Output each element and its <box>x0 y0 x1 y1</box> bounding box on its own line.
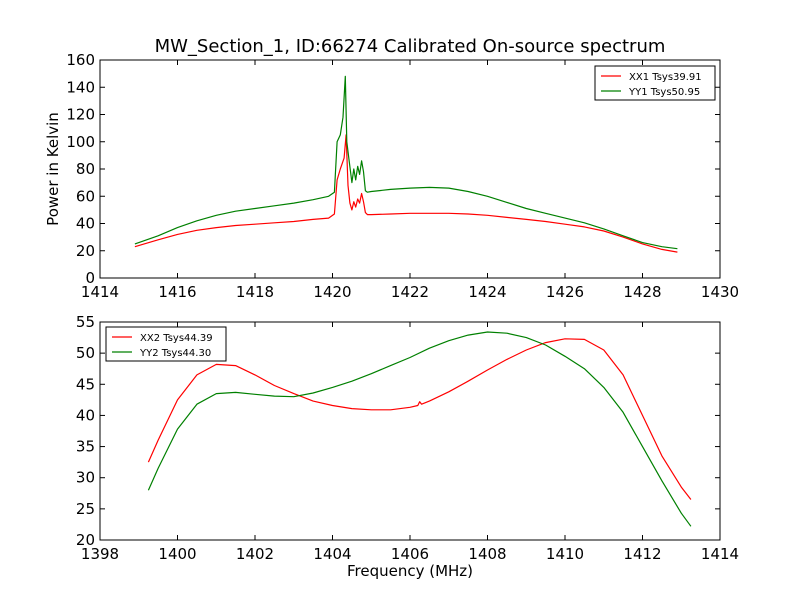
y-tick-label: 30 <box>76 469 95 487</box>
legend: XX1 Tsys39.91 YY1 Tsys50.95 <box>594 65 716 101</box>
x-tick-label: 1428 <box>623 283 661 301</box>
y-tick-label: 35 <box>76 438 95 456</box>
x-tick-label: 1420 <box>313 283 351 301</box>
series-line-yy1 <box>134 75 678 250</box>
x-tick-label: 1418 <box>236 283 274 301</box>
y-tick-label: 45 <box>76 375 95 393</box>
x-tick-label: 1406 <box>391 545 429 563</box>
x-tick-label: 1416 <box>158 283 196 301</box>
figure-title: MW_Section_1, ID:66274 Calibrated On-sou… <box>155 36 666 57</box>
y-tick-label: 100 <box>66 133 95 151</box>
x-tick-label: 1422 <box>391 283 429 301</box>
x-tick-label: 1402 <box>236 545 274 563</box>
x-tick-label: 1414 <box>701 545 739 563</box>
y-tick-label: 20 <box>76 242 95 260</box>
x-tick-label: 1426 <box>546 283 584 301</box>
y-tick-label: 160 <box>66 51 95 69</box>
y-tick-label: 0 <box>85 269 95 287</box>
legend-label: XX2 Tsys44.39 <box>140 333 213 344</box>
y-tick-label: 25 <box>76 500 95 518</box>
legend-box <box>105 326 227 362</box>
series-line-yy2 <box>147 331 692 527</box>
y-tick-label: 80 <box>76 160 95 178</box>
y-tick-label: 120 <box>66 106 95 124</box>
legend-label: YY2 Tsys44.30 <box>139 348 211 359</box>
top-spectrum-panel: 1414 1416 1418 1420 1422 1424 1426 1428 1430 0 20 4… <box>44 51 739 301</box>
bottom-spectrum-panel: 1398 1400 1402 1404 1406 1408 1410 1412 1414 20 25… <box>76 313 739 580</box>
y-tick-label: 60 <box>76 187 95 205</box>
y-tick-label: 140 <box>66 78 95 96</box>
legend-label: XX1 Tsys39.91 <box>629 72 702 83</box>
y-tick-label: 20 <box>76 531 95 549</box>
legend: XX2 Tsys44.39 YY2 Tsys44.30 <box>105 326 227 362</box>
x-tick-label: 1410 <box>546 545 584 563</box>
y-tick-label: 40 <box>76 406 95 424</box>
y-tick-label: 50 <box>76 344 95 362</box>
y-tick-label: 40 <box>76 215 95 233</box>
x-tick-label: 1404 <box>313 545 351 563</box>
y-tick-label: 55 <box>76 313 95 331</box>
series-line-xx1 <box>134 134 678 253</box>
legend-label: YY1 Tsys50.95 <box>628 87 700 98</box>
x-tick-label: 1398 <box>81 545 119 563</box>
x-tick-label: 1408 <box>468 545 506 563</box>
series-line-xx2 <box>147 338 692 500</box>
legend-box <box>594 65 716 101</box>
y-axis-title: Power in Kelvin <box>44 112 62 226</box>
x-tick-label: 1424 <box>468 283 506 301</box>
x-tick-label: 1400 <box>158 545 196 563</box>
x-tick-label: 1430 <box>701 283 739 301</box>
x-axis-title: Frequency (MHz) <box>347 562 473 580</box>
x-tick-label: 1412 <box>623 545 661 563</box>
x-tick-label: 1414 <box>81 283 119 301</box>
